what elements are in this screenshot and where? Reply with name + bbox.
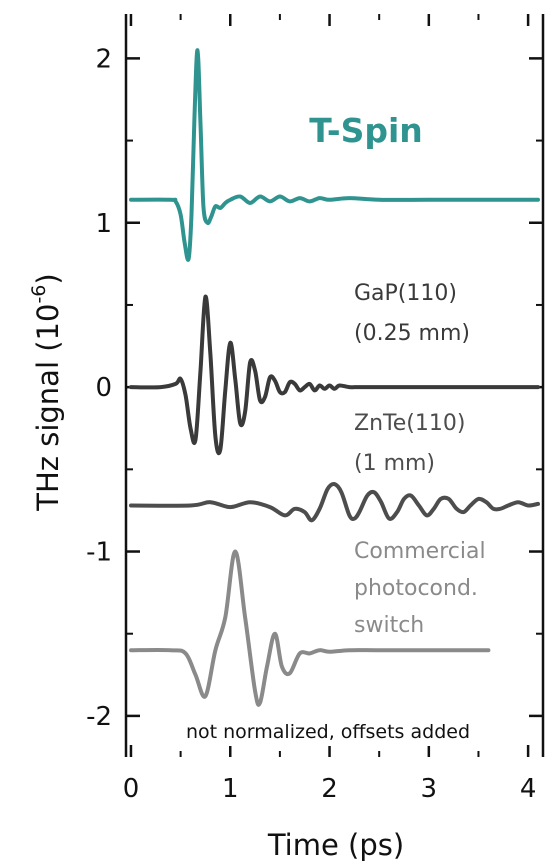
annotation-background	[142, 716, 514, 746]
y-tick-label: -2	[86, 702, 112, 732]
x-axis-label: Time (ps)	[267, 828, 404, 862]
series-line-photoconductive-switch	[129, 549, 491, 707]
x-tick-label: 2	[321, 774, 338, 804]
y-tick-label: 1	[95, 209, 112, 239]
series-label-photoconductive-switch: photocond.	[354, 576, 478, 601]
series-label-t-spin: T-Spin	[309, 111, 423, 150]
series-label-gap: (0.25 mm)	[354, 321, 470, 346]
series-label-znte: ZnTe(110)	[354, 411, 465, 436]
y-tick-label: 2	[95, 44, 112, 74]
y-axis-label-close: )	[31, 273, 65, 284]
x-tick-label: 1	[222, 774, 239, 804]
series-label-photoconductive-switch: switch	[354, 613, 424, 638]
series-layer	[129, 48, 540, 707]
x-tick-label: 0	[123, 774, 140, 804]
x-tick-label: 4	[520, 774, 537, 804]
series-line-gap	[129, 294, 540, 456]
y-tick-label: -1	[86, 538, 112, 568]
y-axis-label-exponent: -6	[28, 285, 50, 304]
series-label-znte: (1 mm)	[354, 451, 435, 476]
annotation-note: not normalized, offsets added	[186, 721, 470, 743]
y-axis-label: THz signal (10-6)	[28, 273, 65, 511]
series-line-znte	[129, 482, 540, 523]
series-label-photoconductive-switch: Commercial	[354, 539, 486, 564]
series-label-gap: GaP(110)	[354, 281, 457, 306]
series-line-t-spin	[129, 48, 540, 262]
axis-ticks: 2 1 0 -1 -2 0 1 2 3 4	[86, 14, 543, 804]
x-tick-label: 3	[421, 774, 438, 804]
series-labels: T-Spin GaP(110) (0.25 mm) ZnTe(110) (1 mm) Co…	[309, 111, 485, 638]
y-axis-label-group: THz signal (10-6)	[28, 273, 65, 511]
y-axis-label-main: THz signal (10	[31, 304, 65, 512]
y-tick-label: 0	[95, 373, 112, 403]
